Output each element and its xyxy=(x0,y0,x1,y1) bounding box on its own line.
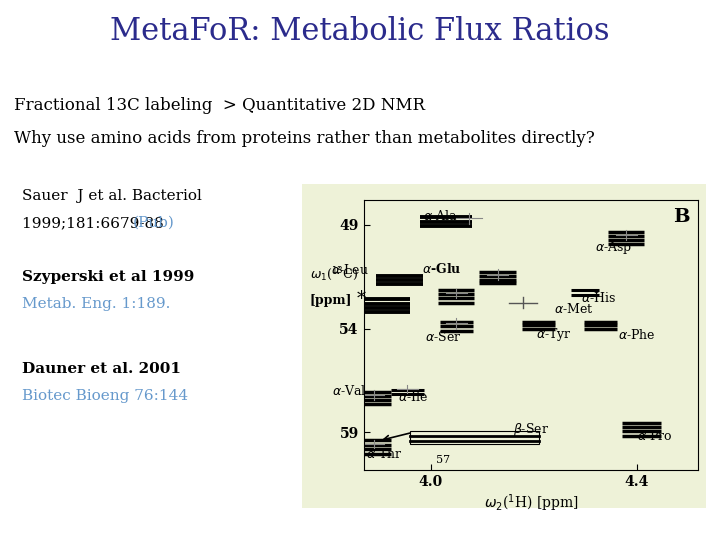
Text: $\alpha$-Glu: $\alpha$-Glu xyxy=(422,262,462,276)
Text: 1999;181:6679-88: 1999;181:6679-88 xyxy=(22,216,168,230)
Text: $\alpha$-His: $\alpha$-His xyxy=(581,292,616,306)
Bar xyxy=(302,184,706,508)
Text: (Pub): (Pub) xyxy=(133,216,175,230)
Text: $\alpha$-Ile: $\alpha$-Ile xyxy=(398,390,428,404)
Text: $\alpha$-Phe: $\alpha$-Phe xyxy=(618,328,655,342)
Text: $\alpha$-Tyr: $\alpha$-Tyr xyxy=(536,326,572,343)
Text: B: B xyxy=(672,208,689,226)
Text: *: * xyxy=(357,291,366,308)
Text: $\alpha$-Ala: $\alpha$-Ala xyxy=(423,210,457,224)
Text: $\beta$-Ser: $\beta$-Ser xyxy=(513,421,549,438)
Text: $\alpha$-Ser: $\alpha$-Ser xyxy=(426,330,462,344)
Bar xyxy=(410,431,539,444)
Text: Biotec Bioeng 76:144: Biotec Bioeng 76:144 xyxy=(22,389,188,403)
Text: Metab. Eng. 1:189.: Metab. Eng. 1:189. xyxy=(22,297,170,311)
Text: $\alpha$-Met: $\alpha$-Met xyxy=(554,302,594,316)
Text: [ppm]: [ppm] xyxy=(310,294,352,307)
Text: $\alpha$-Leu: $\alpha$-Leu xyxy=(331,264,369,278)
Text: Fractional 13C labeling  > Quantitative 2D NMR: Fractional 13C labeling > Quantitative 2… xyxy=(14,97,426,114)
Text: $\alpha$-Val: $\alpha$-Val xyxy=(331,384,366,398)
Text: Szyperski et al 1999: Szyperski et al 1999 xyxy=(22,270,194,284)
Text: 57: 57 xyxy=(436,455,451,464)
Text: Sauer  J et al. Bacteriol: Sauer J et al. Bacteriol xyxy=(22,189,202,203)
Text: $\alpha$-Pro: $\alpha$-Pro xyxy=(637,429,672,443)
Text: $\omega_1$($^{13}$C): $\omega_1$($^{13}$C) xyxy=(310,266,358,283)
Text: Why use amino acids from proteins rather than metabolites directly?: Why use amino acids from proteins rather… xyxy=(14,130,595,146)
Text: $\alpha$-Thr: $\alpha$-Thr xyxy=(366,447,402,461)
X-axis label: $\omega_2$($^1$H) [ppm]: $\omega_2$($^1$H) [ppm] xyxy=(484,493,578,515)
Text: $\alpha$-Asp: $\alpha$-Asp xyxy=(595,239,633,256)
Text: Dauner et al. 2001: Dauner et al. 2001 xyxy=(22,362,181,376)
Text: MetaFoR: Metabolic Flux Ratios: MetaFoR: Metabolic Flux Ratios xyxy=(110,16,610,47)
